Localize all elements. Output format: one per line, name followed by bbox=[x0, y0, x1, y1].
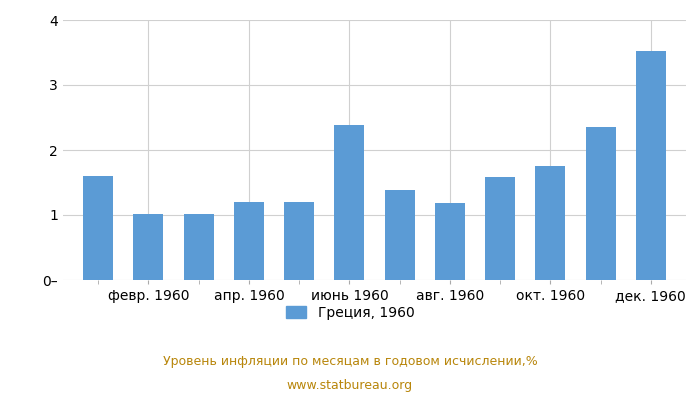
Bar bbox=[133, 214, 164, 280]
Text: www.statbureau.org: www.statbureau.org bbox=[287, 379, 413, 392]
Bar bbox=[284, 202, 314, 280]
Bar bbox=[83, 176, 113, 280]
Bar bbox=[435, 203, 465, 280]
Bar bbox=[183, 214, 214, 280]
Bar bbox=[636, 51, 666, 280]
Bar bbox=[384, 190, 414, 280]
Bar bbox=[536, 166, 566, 280]
Bar bbox=[585, 127, 616, 280]
Bar bbox=[234, 202, 264, 280]
Text: Уровень инфляции по месяцам в годовом исчислении,%: Уровень инфляции по месяцам в годовом ис… bbox=[162, 355, 538, 368]
Bar bbox=[485, 177, 515, 280]
Legend: Греция, 1960: Греция, 1960 bbox=[280, 300, 420, 325]
Bar bbox=[335, 125, 365, 280]
